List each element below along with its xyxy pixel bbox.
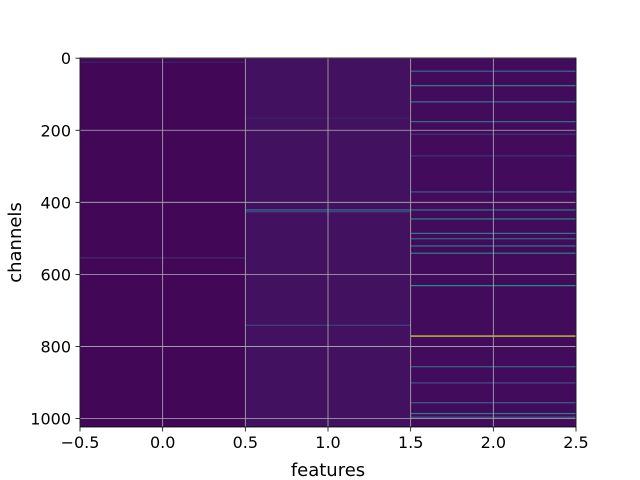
y-tick-label: 200 bbox=[40, 121, 71, 140]
y-tick-label: 1000 bbox=[30, 410, 71, 429]
x-tick-label: 1.5 bbox=[398, 433, 423, 452]
y-tick-label: 400 bbox=[40, 193, 71, 212]
x-tick-label: 0.5 bbox=[233, 433, 258, 452]
x-tick-label: 0.0 bbox=[150, 433, 175, 452]
y-axis-ticks: 0 200 400 600 800 1000 bbox=[30, 49, 80, 429]
x-tick-label: 2.0 bbox=[481, 433, 506, 452]
y-tick-label: 800 bbox=[40, 337, 71, 356]
y-tick-label: 600 bbox=[40, 265, 71, 284]
x-tick-label: −0.5 bbox=[61, 433, 100, 452]
x-tick-label: 1.0 bbox=[315, 433, 340, 452]
y-tick-label: 0 bbox=[61, 49, 71, 68]
y-axis-label: channels bbox=[5, 202, 26, 283]
x-tick-label: 2.5 bbox=[563, 433, 588, 452]
x-axis-ticks: −0.5 0.0 0.5 1.0 1.5 2.0 2.5 bbox=[61, 427, 589, 452]
x-axis-label: features bbox=[291, 460, 365, 480]
